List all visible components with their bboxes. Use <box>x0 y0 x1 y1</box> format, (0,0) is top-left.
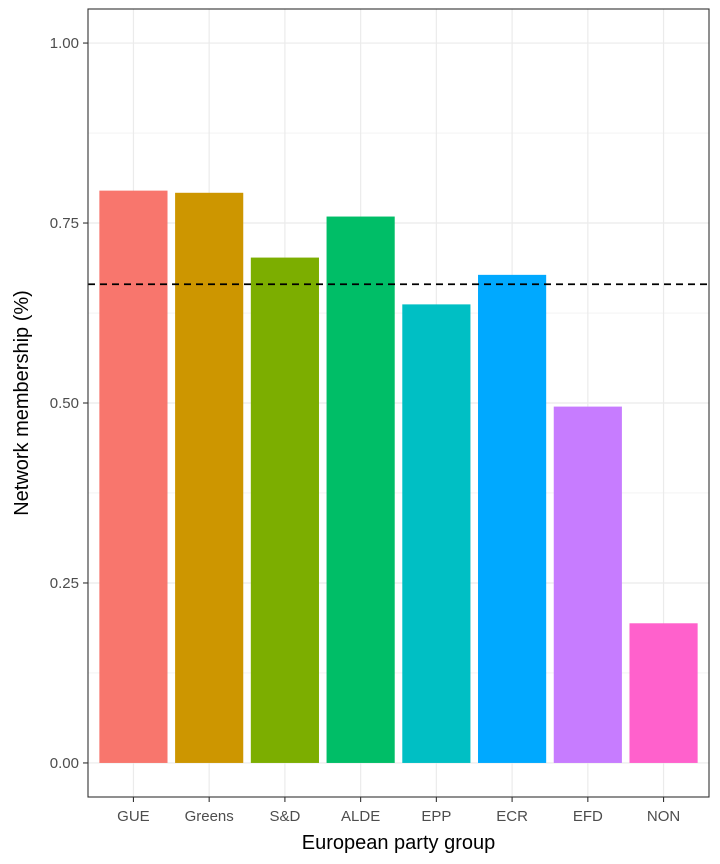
x-tick-label: S&D <box>269 808 300 825</box>
bar-non <box>629 623 698 763</box>
x-tick-label: ECR <box>496 808 528 825</box>
x-tick-label: NON <box>647 808 680 825</box>
bar-greens <box>175 192 244 763</box>
bar-epp <box>402 304 471 763</box>
y-tick-label: 0.25 <box>50 575 79 592</box>
x-tick-label: Greens <box>185 808 234 825</box>
y-tick-label: 1.00 <box>50 35 79 52</box>
bar-efd <box>553 406 622 763</box>
y-tick-label: 0.00 <box>50 755 79 772</box>
x-tick-label: EPP <box>421 808 451 825</box>
y-axis-title: Network membership (%) <box>11 290 33 516</box>
bar-gue <box>99 190 168 763</box>
x-axis-title: European party group <box>302 832 495 854</box>
y-axis-ticks: 0.00 0.25 0.50 0.75 1.00 <box>50 35 88 772</box>
bar-sd <box>250 257 319 763</box>
bar-ecr <box>478 274 547 763</box>
x-tick-label: EFD <box>573 808 603 825</box>
y-tick-label: 0.75 <box>50 215 79 232</box>
bars <box>99 190 698 763</box>
x-tick-label: ALDE <box>341 808 380 825</box>
x-tick-label: GUE <box>117 808 150 825</box>
y-tick-label: 0.50 <box>50 395 79 412</box>
x-axis-ticks: GUE Greens S&D ALDE EPP ECR EFD NON <box>117 797 680 825</box>
bar-alde <box>326 216 395 763</box>
